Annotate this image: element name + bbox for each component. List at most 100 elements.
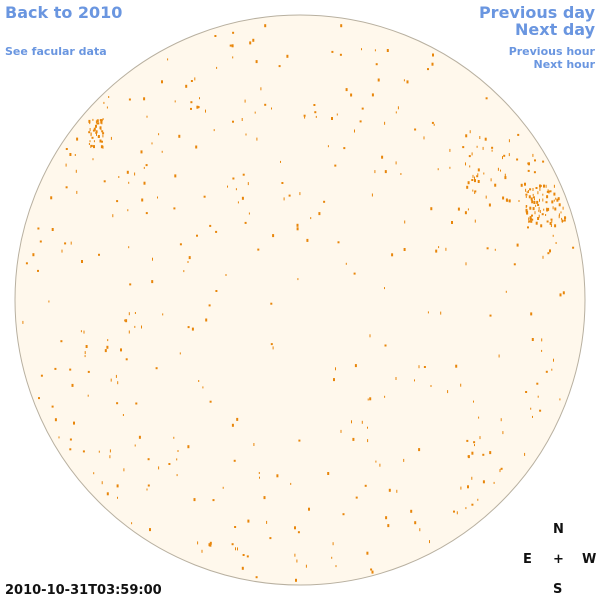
facula-speck xyxy=(403,79,405,82)
facula-speck xyxy=(96,122,99,125)
facula-speck xyxy=(545,184,547,188)
facula-speck xyxy=(334,164,337,167)
facula-speck xyxy=(547,189,549,192)
facula-speck xyxy=(306,238,309,242)
facula-speck xyxy=(298,439,301,442)
facula-speck xyxy=(537,191,539,195)
facula-speck xyxy=(482,480,485,484)
facula-speck xyxy=(134,312,136,314)
facula-speck xyxy=(502,196,505,200)
facula-speck xyxy=(190,101,193,104)
facula-speck xyxy=(32,253,35,257)
facula-speck xyxy=(526,191,528,194)
facula-speck xyxy=(98,450,100,453)
facula-speck xyxy=(504,173,506,177)
facula-speck xyxy=(465,507,467,510)
facula-speck xyxy=(135,402,138,405)
facula-speck xyxy=(247,519,250,523)
previous-hour-link[interactable]: Previous hour xyxy=(508,45,595,58)
facula-speck xyxy=(203,195,206,198)
facula-speck xyxy=(128,246,130,249)
facula-speck xyxy=(525,193,528,196)
facula-speck xyxy=(489,314,492,317)
facula-speck xyxy=(65,148,68,150)
back-to-year-link[interactable]: Back to 2010 xyxy=(5,3,123,22)
facula-speck xyxy=(87,370,90,373)
facula-speck xyxy=(474,444,475,447)
facula-speck xyxy=(297,531,300,534)
facula-speck xyxy=(546,195,549,199)
facula-speck xyxy=(361,48,362,51)
facula-speck xyxy=(149,528,151,532)
facula-speck xyxy=(533,201,536,204)
facula-speck xyxy=(93,472,95,475)
facula-speck xyxy=(65,163,67,167)
facula-speck xyxy=(197,106,200,109)
facula-speck xyxy=(554,207,557,211)
facula-speck xyxy=(531,214,533,217)
facula-speck xyxy=(432,53,434,57)
facula-speck xyxy=(562,206,564,210)
facula-speck xyxy=(303,114,306,117)
facula-speck xyxy=(340,429,342,433)
facula-speck xyxy=(102,118,104,121)
facula-speck xyxy=(455,364,458,368)
facula-speck xyxy=(477,168,480,172)
facula-speck xyxy=(465,162,466,166)
facula-speck xyxy=(410,509,413,513)
facula-speck xyxy=(542,198,544,202)
facula-speck xyxy=(339,53,342,56)
facula-speck xyxy=(193,498,196,502)
facula-speck xyxy=(433,123,435,126)
facula-speck xyxy=(60,340,63,343)
facula-speck xyxy=(352,437,355,441)
facula-speck xyxy=(525,210,528,213)
facula-speck xyxy=(270,343,273,346)
facula-speck xyxy=(545,201,548,204)
facula-speck xyxy=(529,217,532,221)
facula-speck xyxy=(177,450,179,452)
facula-speck xyxy=(552,206,554,210)
facula-speck xyxy=(479,436,481,440)
facula-speck xyxy=(527,169,530,172)
facula-speck xyxy=(141,198,144,202)
facula-speck xyxy=(161,80,163,84)
next-day-link[interactable]: Next day xyxy=(515,20,595,39)
facula-speck xyxy=(556,198,559,202)
facula-speck xyxy=(423,366,426,368)
previous-day-link[interactable]: Previous day xyxy=(478,3,595,22)
see-facular-data-link[interactable]: See facular data xyxy=(5,45,107,58)
facula-speck xyxy=(70,241,72,245)
facula-speck xyxy=(479,136,481,139)
facula-speck xyxy=(343,147,346,150)
facula-speck xyxy=(179,243,182,246)
facula-speck xyxy=(90,144,93,147)
facula-speck xyxy=(542,193,544,196)
facula-speck xyxy=(101,481,103,485)
facula-speck xyxy=(89,140,91,143)
facula-speck xyxy=(335,565,337,568)
facula-speck xyxy=(427,311,429,314)
facula-speck xyxy=(108,96,110,98)
facula-speck xyxy=(232,56,234,59)
facula-speck xyxy=(95,131,97,134)
facula-speck xyxy=(187,261,189,263)
facula-speck xyxy=(258,472,260,474)
facula-speck xyxy=(353,272,356,275)
facula-speck xyxy=(449,148,451,152)
facula-speck xyxy=(384,170,387,174)
facula-speck xyxy=(69,448,72,451)
facula-speck xyxy=(445,247,447,251)
facula-speck xyxy=(438,246,440,249)
facula-speck xyxy=(209,541,212,545)
facula-speck xyxy=(209,224,212,227)
facula-speck xyxy=(403,248,406,251)
facula-speck xyxy=(395,111,397,114)
facula-speck xyxy=(176,474,178,477)
facula-speck xyxy=(69,438,72,441)
facula-speck xyxy=(128,98,131,101)
facula-speck xyxy=(232,120,234,123)
facula-speck xyxy=(469,165,471,168)
next-hour-link[interactable]: Next hour xyxy=(533,58,596,71)
facula-speck xyxy=(451,221,453,224)
